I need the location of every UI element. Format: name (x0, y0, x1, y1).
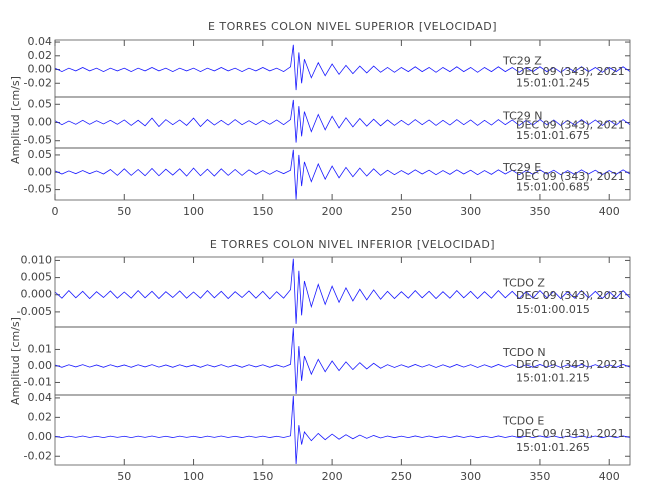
x-tick-label: 350 (529, 205, 550, 218)
panel-frame (54, 147, 631, 201)
x-tick-label: 350 (529, 470, 550, 483)
x-tick-label: 150 (252, 205, 273, 218)
y-axis-label: Amplitud [cm/s] (9, 76, 22, 164)
waveform (54, 149, 631, 200)
x-tick-label: 250 (391, 205, 412, 218)
x-tick-label: 200 (322, 205, 343, 218)
y-tick-label: -0.02 (24, 449, 52, 462)
y-tick-label: 0.00 (28, 359, 53, 372)
date-label: DEC 09 (343), 2021 (516, 358, 625, 371)
station-label: TC29 N (502, 109, 542, 122)
x-tick-label: 200 (322, 470, 343, 483)
waveform (54, 44, 631, 91)
y-tick-label: 0.05 (28, 97, 53, 110)
waveform (54, 258, 631, 324)
station-label: TCDO Z (502, 277, 545, 290)
waveform (54, 327, 631, 395)
x-tick-label: 400 (599, 205, 620, 218)
y-tick-label: 0.04 (28, 391, 53, 404)
y-tick-label: -0.005 (17, 305, 52, 318)
y-tick-label: 0.010 (21, 253, 53, 266)
y-tick-label: -0.02 (24, 76, 52, 89)
x-tick-label: 100 (183, 470, 204, 483)
y-tick-label: -0.05 (24, 183, 52, 196)
station-label: TC29 Z (502, 55, 542, 68)
date-label: DEC 09 (343), 2021 (516, 427, 625, 440)
panel-frame (54, 394, 631, 466)
x-tick-label: 50 (117, 470, 131, 483)
date-label: DEC 09 (343), 2021 (516, 170, 625, 183)
x-tick-label: 300 (460, 205, 481, 218)
station-label: TCDO N (502, 346, 546, 359)
y-tick-label: 0.00 (28, 63, 53, 76)
time-label: 15:01:01.675 (516, 129, 590, 142)
y-tick-label: 0.02 (28, 49, 53, 62)
date-label: DEC 09 (343), 2021 (516, 289, 625, 302)
y-tick-label: 0.005 (21, 271, 53, 284)
y-tick-label: 0.01 (28, 342, 53, 355)
y-tick-label: 0.04 (28, 35, 53, 48)
y-tick-label: 0.00 (28, 430, 53, 443)
time-label: 15:01:01.265 (516, 441, 590, 454)
y-tick-label: -0.05 (24, 134, 52, 147)
date-label: DEC 09 (343), 2021 (516, 65, 625, 78)
x-tick-label: 400 (599, 470, 620, 483)
time-label: 15:01:00.015 (516, 303, 590, 316)
waveform (54, 395, 631, 465)
y-tick-label: 0.00 (28, 116, 53, 129)
y-tick-label: 0.000 (21, 288, 53, 301)
chart-title: E TORRES COLON NIVEL INFERIOR [VELOCIDAD… (210, 238, 495, 251)
chart-title: E TORRES COLON NIVEL SUPERIOR [VELOCIDAD… (208, 20, 497, 33)
x-tick-label: 150 (252, 470, 273, 483)
y-tick-label: -0.01 (24, 375, 52, 388)
x-tick-label: 50 (117, 205, 131, 218)
y-tick-label: 0.02 (28, 410, 53, 423)
station-label: TC29 E (502, 161, 541, 174)
time-label: 15:01:01.245 (516, 76, 590, 89)
x-tick-label: 250 (391, 470, 412, 483)
waveform (54, 99, 631, 143)
time-label: 15:01:00.685 (516, 181, 590, 194)
y-tick-label: 0.00 (28, 165, 53, 178)
time-label: 15:01:01.215 (516, 372, 590, 385)
y-axis-label: Amplitud [cm/s] (9, 317, 22, 405)
y-tick-label: 0.05 (28, 148, 53, 161)
station-label: TCDO E (502, 415, 544, 428)
x-tick-label: 0 (52, 205, 59, 218)
x-tick-label: 300 (460, 470, 481, 483)
date-label: DEC 09 (343), 2021 (516, 119, 625, 132)
x-tick-label: 100 (183, 205, 204, 218)
